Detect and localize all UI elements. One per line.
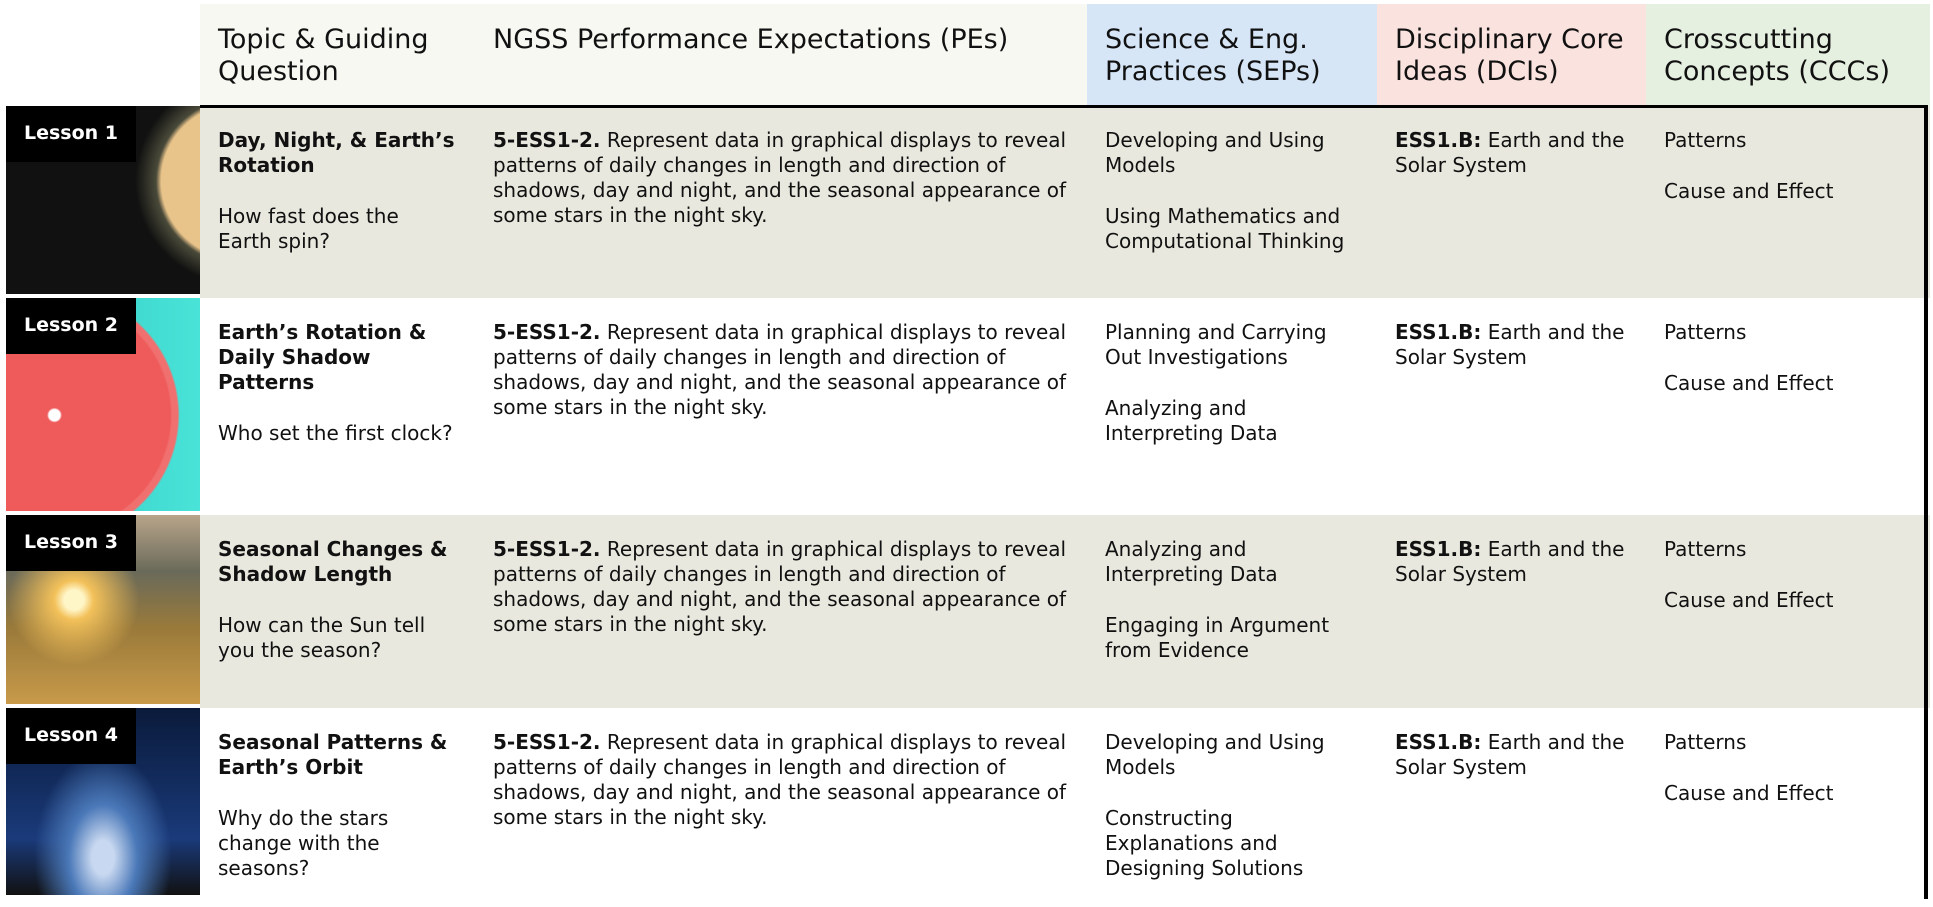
dci-cell: ESS1.B: Earth and the Solar System: [1377, 708, 1646, 806]
pe-text: Represent data in graphical displays to …: [493, 128, 1067, 227]
sep-item: Constructing Explanations and Designing …: [1105, 806, 1304, 880]
lesson-image: Lesson 1: [6, 106, 200, 294]
pe-cell: 5-ESS1-2. Represent data in graphical di…: [475, 298, 1087, 446]
topic-cell: Day, Night, & Earth’s Rotation How fast d…: [200, 106, 475, 280]
dci-code: ESS1.B:: [1395, 537, 1482, 561]
header-cccs: Crosscutting Concepts (CCCs): [1646, 4, 1930, 106]
dci-text: Earth and the Solar System: [1395, 537, 1625, 586]
lesson-image: Lesson 4: [6, 708, 200, 895]
lesson-image: Lesson 3: [6, 515, 200, 704]
pe-text: Represent data in graphical displays to …: [493, 730, 1067, 829]
pe-cell: 5-ESS1-2. Represent data in graphical di…: [475, 515, 1087, 663]
ccc-cell: Patterns Cause and Effect: [1646, 708, 1930, 832]
dci-cell: ESS1.B: Earth and the Solar System: [1377, 106, 1646, 204]
ccc-item: Patterns: [1664, 730, 1747, 754]
dci-paragraph: ESS1.B: Earth and the Solar System: [1395, 537, 1628, 587]
topic-title: Seasonal Changes & Shadow Length: [218, 537, 448, 586]
pe-cell: 5-ESS1-2. Represent data in graphical di…: [475, 708, 1087, 856]
sep-item: Planning and Carrying Out Investigations: [1105, 320, 1327, 369]
header-topic: Topic & Guiding Question: [200, 4, 475, 106]
dci-text: Earth and the Solar System: [1395, 730, 1625, 779]
sep-cell: Analyzing and Interpreting Data Engaging …: [1087, 515, 1377, 689]
sep-item: Engaging in Argument from Evidence: [1105, 613, 1330, 662]
ccc-item: Cause and Effect: [1664, 179, 1834, 203]
pe-code: 5-ESS1-2.: [493, 537, 601, 561]
dci-code: ESS1.B:: [1395, 128, 1482, 152]
pe-code: 5-ESS1-2.: [493, 730, 601, 754]
ccc-cell: Patterns Cause and Effect: [1646, 515, 1930, 639]
pe-code: 5-ESS1-2.: [493, 128, 601, 152]
topic-cell: Seasonal Patterns & Earth’s Orbit Why do …: [200, 708, 475, 907]
row-background: [200, 106, 1930, 298]
pe-paragraph: 5-ESS1-2. Represent data in graphical di…: [493, 537, 1069, 637]
dci-text: Earth and the Solar System: [1395, 320, 1625, 369]
sep-item: Analyzing and Interpreting Data: [1105, 537, 1278, 586]
dci-paragraph: ESS1.B: Earth and the Solar System: [1395, 320, 1628, 370]
ccc-cell: Patterns Cause and Effect: [1646, 106, 1930, 230]
topic-cell: Seasonal Changes & Shadow Length How can …: [200, 515, 475, 689]
guiding-question: How can the Sun tell you the season?: [218, 613, 426, 662]
header-seps: Science & Eng. Practices (SEPs): [1087, 4, 1377, 106]
ccc-item: Patterns: [1664, 128, 1747, 152]
lesson-label: Lesson 3: [6, 515, 137, 571]
dci-cell: ESS1.B: Earth and the Solar System: [1377, 515, 1646, 613]
dci-code: ESS1.B:: [1395, 730, 1482, 754]
topic-title: Day, Night, & Earth’s Rotation: [218, 128, 455, 177]
guiding-question: Who set the first clock?: [218, 421, 453, 445]
lesson-label: Lesson 4: [6, 708, 137, 764]
ccc-item: Cause and Effect: [1664, 588, 1834, 612]
pe-paragraph: 5-ESS1-2. Represent data in graphical di…: [493, 128, 1069, 228]
sep-cell: Planning and Carrying Out Investigations…: [1087, 298, 1377, 472]
pe-paragraph: 5-ESS1-2. Represent data in graphical di…: [493, 730, 1069, 830]
pe-cell: 5-ESS1-2. Represent data in graphical di…: [475, 106, 1087, 254]
pe-code: 5-ESS1-2.: [493, 320, 601, 344]
topic-cell: Earth’s Rotation & Daily Shadow Patterns…: [200, 298, 475, 472]
topic-title: Seasonal Patterns & Earth’s Orbit: [218, 730, 448, 779]
sep-item: Developing and Using Models: [1105, 730, 1325, 779]
row-background: [200, 298, 1930, 515]
ccc-item: Cause and Effect: [1664, 371, 1834, 395]
row-background: [200, 515, 1930, 708]
dci-cell: ESS1.B: Earth and the Solar System: [1377, 298, 1646, 396]
guiding-question: How fast does the Earth spin?: [218, 204, 399, 253]
dci-paragraph: ESS1.B: Earth and the Solar System: [1395, 730, 1628, 780]
lesson-label: Lesson 1: [6, 106, 137, 162]
topic-title: Earth’s Rotation & Daily Shadow Patterns: [218, 320, 427, 394]
header-dcis: Disciplinary Core Ideas (DCIs): [1377, 4, 1646, 106]
lesson-label: Lesson 2: [6, 298, 137, 354]
row-background: [200, 708, 1930, 899]
sep-item: Analyzing and Interpreting Data: [1105, 396, 1278, 445]
dci-paragraph: ESS1.B: Earth and the Solar System: [1395, 128, 1628, 178]
dci-code: ESS1.B:: [1395, 320, 1482, 344]
ccc-item: Cause and Effect: [1664, 781, 1834, 805]
lesson-image: Lesson 2: [6, 298, 200, 511]
pe-text: Represent data in graphical displays to …: [493, 320, 1067, 419]
guiding-question: Why do the stars change with the seasons…: [218, 806, 389, 880]
sep-cell: Developing and Using Models Using Mathema…: [1087, 106, 1377, 280]
pe-paragraph: 5-ESS1-2. Represent data in graphical di…: [493, 320, 1069, 420]
dci-text: Earth and the Solar System: [1395, 128, 1625, 177]
sep-cell: Developing and Using Models Constructing …: [1087, 708, 1377, 907]
sep-item: Developing and Using Models: [1105, 128, 1325, 177]
ccc-item: Patterns: [1664, 320, 1747, 344]
pe-text: Represent data in graphical displays to …: [493, 537, 1067, 636]
sep-item: Using Mathematics and Computational Thin…: [1105, 204, 1345, 253]
ccc-cell: Patterns Cause and Effect: [1646, 298, 1930, 422]
ccc-item: Patterns: [1664, 537, 1747, 561]
header-pes: NGSS Performance Expectations (PEs): [475, 4, 1087, 106]
